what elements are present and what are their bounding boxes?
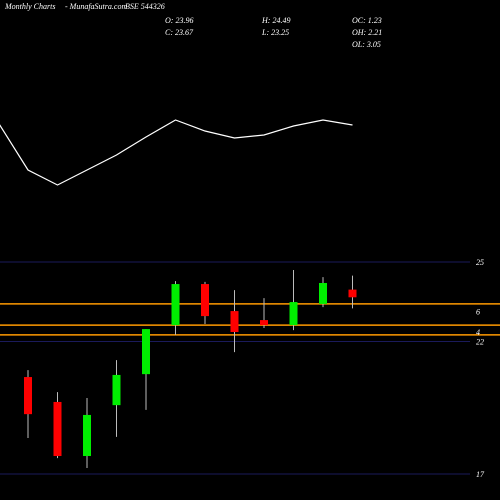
candle-body [53,401,62,457]
stat: OL: 3.05 [352,40,381,49]
candle-body [112,374,121,406]
y-tick-label: 25 [476,258,484,267]
stat: OC: 1.23 [352,16,382,25]
candle-body [260,320,268,326]
stat: OH: 2.21 [352,28,382,37]
candle-body [319,282,327,304]
level-label: 4 [476,328,480,337]
stat: L: 23.25 [261,28,289,37]
y-tick-label: 22 [476,337,484,346]
candle-body [230,311,239,333]
candle-body [83,414,91,457]
candle-body [289,302,298,326]
symbol: BSE 544326 [125,2,165,11]
source: - MunafaSutra.com [65,2,127,11]
candle-body [201,284,209,317]
stat: H: 24.49 [261,16,290,25]
candle-body [348,289,357,298]
candle-body [171,284,180,326]
indicator-line [0,119,353,186]
stat: C: 23.67 [165,28,194,37]
chart-title: Monthly Charts [4,2,55,11]
level-label: 6 [476,308,480,317]
y-tick-label: 17 [476,470,485,479]
stat: O: 23.96 [165,16,193,25]
candle-body [142,329,150,375]
candle-body [24,377,32,415]
